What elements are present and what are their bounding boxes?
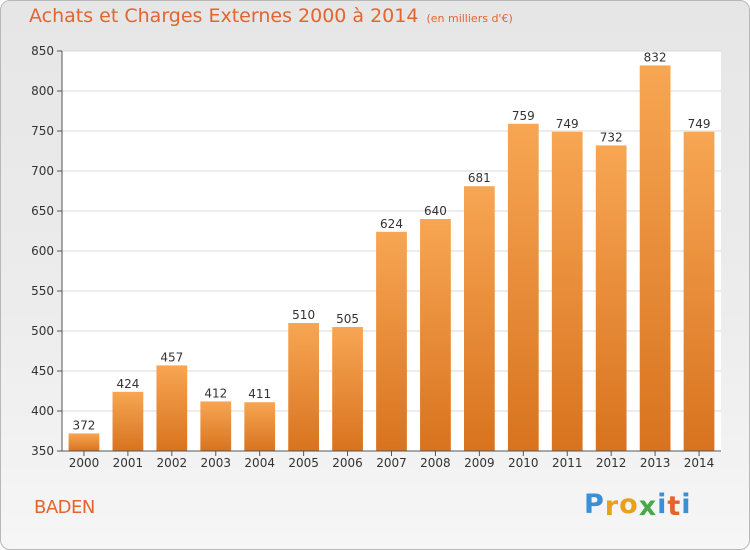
chart-title: Achats et Charges Externes 2000 à 2014 (e… (29, 5, 513, 27)
chart-title-text: Achats et Charges Externes 2000 à 2014 (29, 5, 419, 27)
y-tick-label: 550 (31, 284, 54, 298)
bar (332, 327, 363, 451)
bar-value-label: 505 (336, 312, 359, 326)
x-tick-label: 2012 (596, 456, 627, 470)
bar-value-label: 759 (512, 109, 535, 123)
x-tick-label: 2002 (157, 456, 188, 470)
location-label: BADEN (34, 497, 95, 518)
bar-value-label: 749 (556, 117, 579, 131)
x-tick-label: 2011 (552, 456, 583, 470)
logo-letter: t (667, 491, 682, 522)
bar-value-label: 457 (160, 350, 183, 364)
x-tick-label: 2007 (376, 456, 407, 470)
x-tick-label: 2014 (684, 456, 715, 470)
bar (639, 65, 671, 452)
x-tick-label: 2000 (69, 456, 100, 470)
chart-subtitle: (en milliers d'€) (426, 12, 513, 25)
x-tick-label: 2013 (640, 456, 671, 470)
bar-value-label: 411 (248, 387, 271, 401)
bar (68, 433, 100, 451)
y-tick-label: 800 (31, 84, 54, 98)
bar (463, 186, 495, 451)
axes: 350 400 450 500 550 600 650 700 750 800 850 2000 200… (31, 44, 721, 470)
y-tick-label: 700 (31, 164, 54, 178)
bar (288, 323, 320, 451)
bar-value-label: 424 (116, 377, 139, 391)
bar (244, 402, 276, 451)
bar (595, 145, 627, 451)
bar (200, 401, 232, 451)
bar-value-label: 681 (468, 171, 491, 185)
bar-value-label: 372 (73, 418, 96, 432)
x-tick-label: 2010 (508, 456, 539, 470)
bar (112, 391, 144, 451)
bar-value-label: 832 (644, 50, 667, 64)
logo-letter: x (638, 491, 658, 522)
bar-value-label: 510 (292, 308, 315, 322)
logo-letter: i (681, 489, 692, 520)
bar-value-label: 732 (600, 130, 623, 144)
bar (507, 123, 539, 452)
x-tick-label: 2009 (464, 456, 495, 470)
logo-letter: o (619, 489, 639, 520)
y-tick-label: 650 (31, 204, 54, 218)
bar (376, 231, 407, 451)
y-tick-label: 500 (31, 324, 54, 338)
x-tick-label: 2006 (332, 456, 363, 470)
y-tick-label: 350 (31, 444, 54, 458)
x-tick-label: 2001 (113, 456, 144, 470)
y-tick-label: 750 (31, 124, 54, 138)
logo-letter: r (604, 491, 620, 522)
bars: 372 424 457 412 411 510 505 624 640 681 759 749 732 8… (68, 50, 715, 452)
x-tick-label: 2004 (244, 456, 275, 470)
x-tick-label: 2003 (200, 456, 231, 470)
bar-value-label: 624 (380, 217, 403, 231)
bar-value-label: 640 (424, 204, 447, 218)
bar (551, 131, 583, 452)
bar-value-label: 412 (204, 386, 227, 400)
logo-letter: P (584, 489, 605, 520)
logo-letter: i (657, 489, 668, 520)
y-tick-label: 450 (31, 364, 54, 378)
x-tick-label: 2008 (420, 456, 451, 470)
y-tick-label: 850 (31, 44, 54, 58)
y-tick-label: 400 (31, 404, 54, 418)
proxiti-logo: Proxiti (584, 489, 692, 522)
bar (683, 131, 715, 452)
x-tick-label: 2005 (288, 456, 319, 470)
bar (420, 219, 451, 451)
y-tick-label: 600 (31, 244, 54, 258)
bar (156, 365, 188, 451)
bar-value-label: 749 (688, 117, 711, 131)
